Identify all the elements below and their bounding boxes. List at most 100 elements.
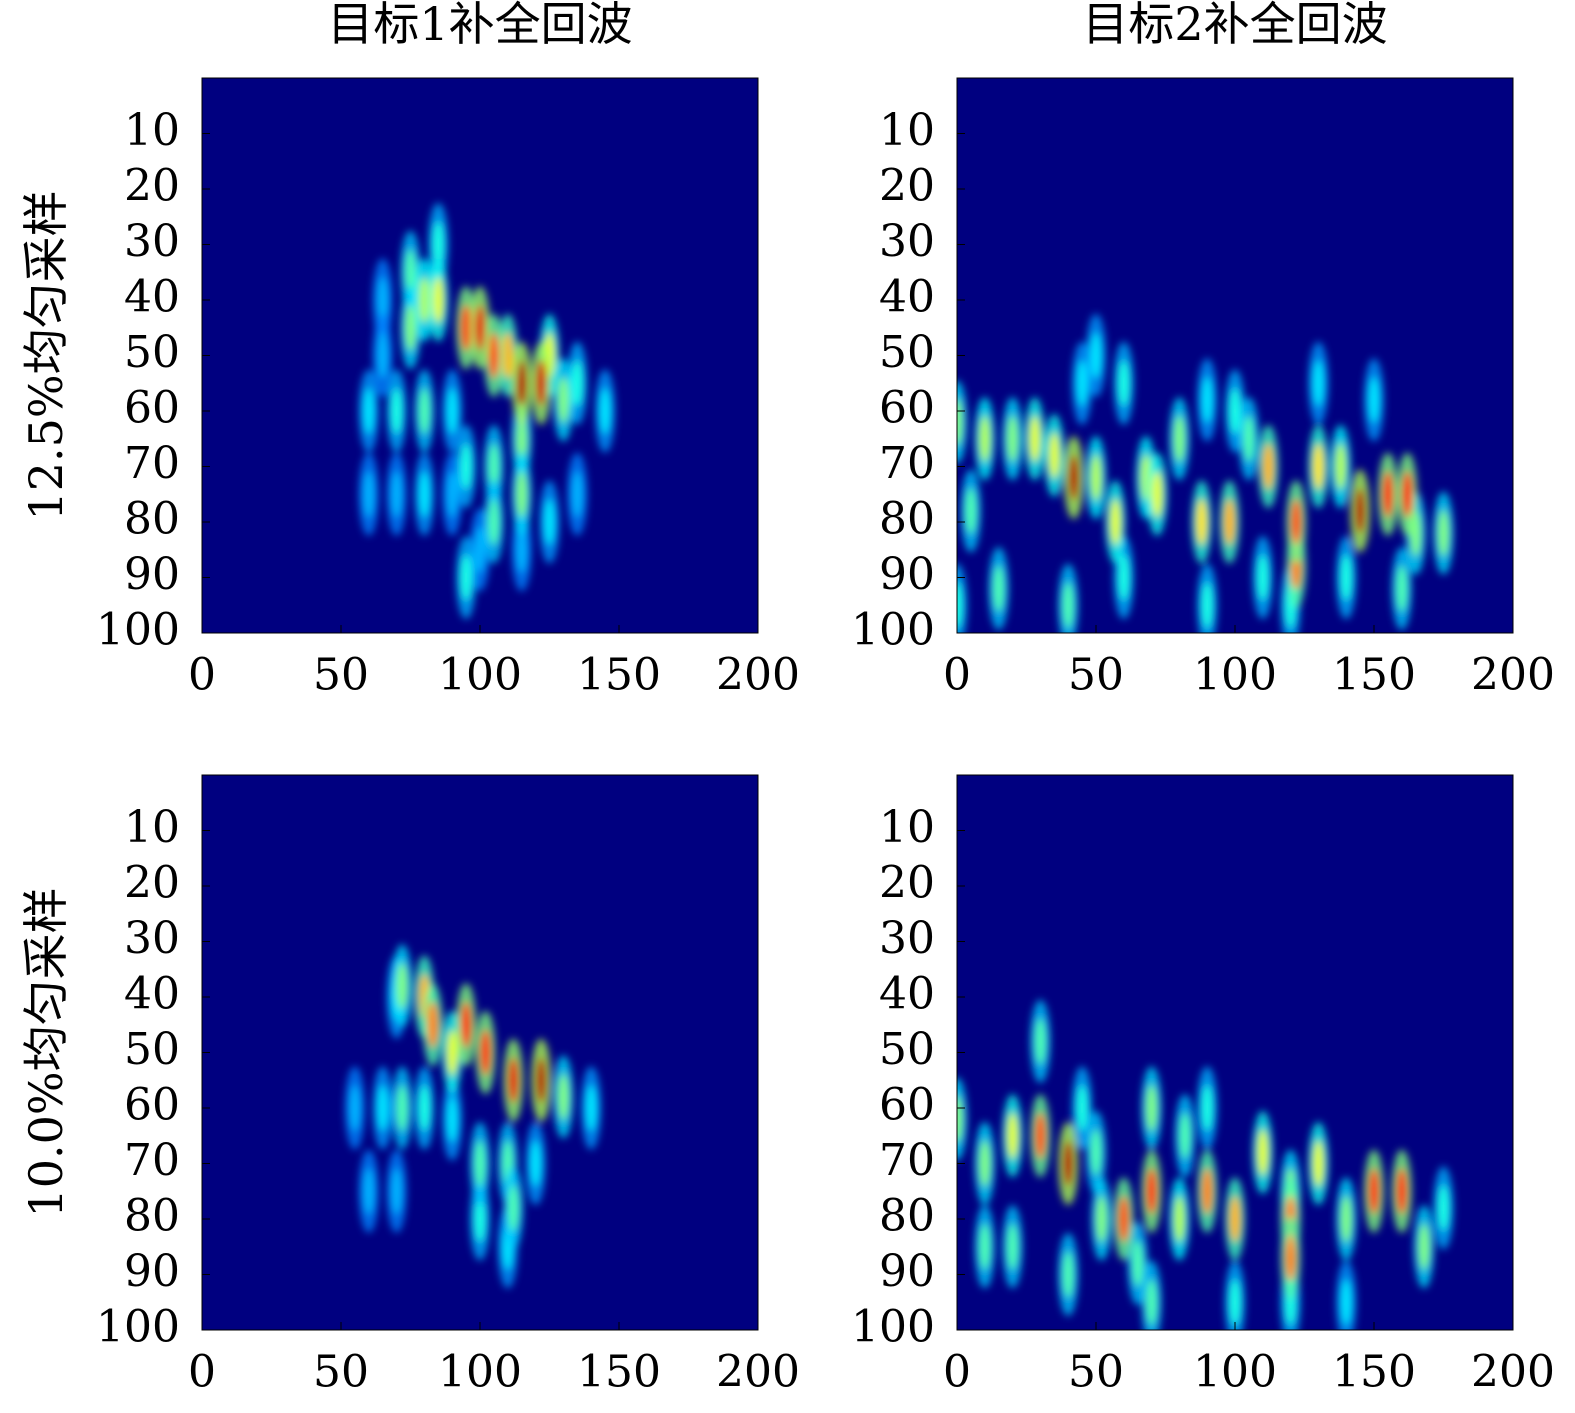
x-tick-label: 100 bbox=[1193, 1347, 1277, 1398]
spot bbox=[432, 221, 444, 268]
spots bbox=[358, 202, 616, 620]
y-tick-label: 30 bbox=[124, 216, 180, 267]
y-tick-label: 40 bbox=[124, 969, 180, 1020]
spot bbox=[1096, 1195, 1108, 1243]
y-tick-label: 60 bbox=[124, 1080, 180, 1131]
spot bbox=[1437, 509, 1450, 557]
spot bbox=[1312, 1140, 1324, 1187]
spot bbox=[1229, 387, 1241, 435]
spot bbox=[1076, 1084, 1088, 1132]
plot-frame bbox=[956, 774, 1514, 1331]
x-tick-label: 200 bbox=[1471, 1347, 1555, 1398]
spot bbox=[1048, 432, 1060, 479]
spot bbox=[957, 1095, 963, 1143]
spot bbox=[474, 526, 486, 574]
spots bbox=[957, 999, 1454, 1330]
spot bbox=[418, 470, 430, 518]
spot bbox=[377, 276, 389, 324]
spot bbox=[979, 1140, 991, 1187]
y-tick-label: 90 bbox=[879, 1246, 935, 1297]
spot bbox=[1340, 554, 1352, 601]
y-tick-label: 40 bbox=[879, 272, 935, 323]
spot bbox=[1262, 443, 1274, 490]
spot bbox=[571, 470, 583, 518]
x-tick-label: 200 bbox=[1471, 650, 1555, 701]
y-tick-label: 50 bbox=[879, 1024, 935, 1075]
spot bbox=[488, 443, 500, 490]
spot bbox=[1151, 470, 1163, 518]
y-tick-label: 60 bbox=[124, 383, 180, 434]
y-tick-label: 70 bbox=[124, 438, 180, 489]
spot bbox=[1335, 443, 1347, 490]
spot bbox=[1396, 1167, 1408, 1215]
spot bbox=[363, 470, 375, 518]
y-tick-label: 40 bbox=[879, 969, 935, 1020]
heatmap bbox=[202, 78, 758, 633]
spot bbox=[460, 1001, 472, 1049]
y-tick-label: 50 bbox=[879, 327, 935, 378]
x-tick-label: 100 bbox=[438, 650, 522, 701]
spot bbox=[957, 581, 963, 629]
spot bbox=[396, 1084, 408, 1132]
spot bbox=[1146, 1278, 1158, 1326]
spot bbox=[1109, 498, 1122, 546]
plot-frame bbox=[201, 774, 759, 1331]
y-tick-label: 10 bbox=[124, 802, 180, 853]
y-tick-label: 100 bbox=[851, 1302, 935, 1353]
spot bbox=[571, 359, 583, 407]
y-tick-label: 10 bbox=[879, 802, 935, 853]
x-tick-label: 100 bbox=[1193, 650, 1277, 701]
spot bbox=[1118, 359, 1130, 407]
spot bbox=[391, 1167, 403, 1215]
y-axis-label: 10.0%均匀采样 bbox=[19, 887, 73, 1217]
spot bbox=[1118, 554, 1130, 601]
y-tick-label: 100 bbox=[96, 605, 180, 656]
y-tick-label: 60 bbox=[879, 1080, 935, 1131]
spot bbox=[363, 387, 375, 435]
spot bbox=[1173, 1195, 1185, 1243]
spot bbox=[1062, 1251, 1074, 1298]
spot bbox=[474, 1195, 486, 1243]
spot bbox=[1068, 454, 1080, 501]
y-tick-label: 50 bbox=[124, 1024, 180, 1075]
spot bbox=[535, 359, 547, 407]
y-tick-label: 80 bbox=[124, 1191, 180, 1242]
spot bbox=[1146, 1084, 1158, 1132]
y-tick-label: 30 bbox=[879, 216, 935, 267]
y-tick-label: 70 bbox=[124, 1135, 180, 1186]
spot bbox=[1007, 1112, 1019, 1160]
spot bbox=[516, 470, 528, 518]
spot bbox=[1312, 443, 1324, 490]
x-tick-label: 200 bbox=[716, 650, 800, 701]
y-tick-label: 10 bbox=[124, 105, 180, 156]
spot bbox=[1257, 554, 1269, 601]
plot-frame bbox=[956, 77, 1514, 634]
x-tick-label: 0 bbox=[188, 1347, 216, 1398]
spot bbox=[1368, 376, 1380, 424]
y-tick-label: 90 bbox=[879, 549, 935, 600]
y-tick-label: 90 bbox=[124, 549, 180, 600]
x-tick-label: 200 bbox=[716, 1347, 800, 1398]
spot bbox=[391, 470, 403, 518]
y-tick-label: 80 bbox=[879, 494, 935, 545]
x-tick-label: 150 bbox=[577, 650, 661, 701]
spot bbox=[1201, 376, 1213, 424]
y-tick-label: 20 bbox=[879, 858, 935, 909]
spot bbox=[1034, 1018, 1046, 1065]
spot bbox=[557, 1073, 569, 1121]
spot bbox=[599, 387, 611, 435]
spot bbox=[516, 359, 528, 407]
spot bbox=[516, 415, 528, 463]
y-tick-label: 100 bbox=[851, 605, 935, 656]
spot bbox=[965, 487, 977, 535]
spot bbox=[507, 1184, 519, 1232]
y-tick-label: 100 bbox=[96, 1302, 180, 1353]
y-tick-label: 30 bbox=[879, 913, 935, 964]
spot bbox=[446, 1029, 458, 1076]
x-tick-label: 150 bbox=[1332, 1347, 1416, 1398]
spot bbox=[1007, 415, 1019, 463]
y-tick-label: 90 bbox=[124, 1246, 180, 1297]
spot bbox=[460, 304, 472, 352]
x-tick-label: 150 bbox=[577, 1347, 661, 1398]
